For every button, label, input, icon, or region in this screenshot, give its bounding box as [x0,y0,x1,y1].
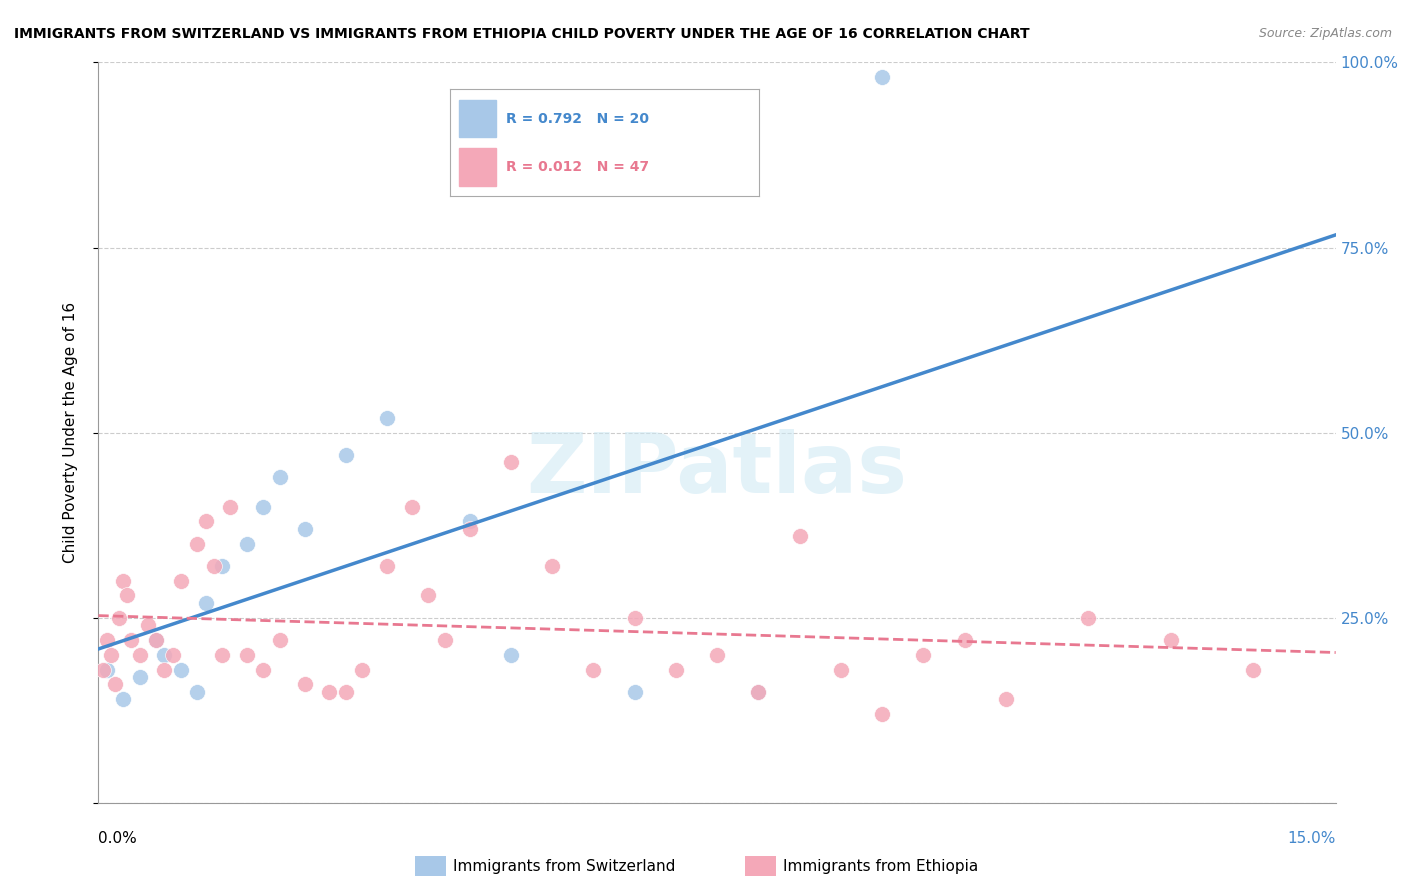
Point [994,692,1017,706]
Point [335,685,357,699]
Point [375,410,398,425]
Point [458,515,481,529]
Point [91,663,114,677]
Point [375,558,398,573]
Point [136,618,159,632]
Point [194,596,217,610]
Point [294,677,316,691]
Point [269,632,291,647]
Bar [460,100,496,137]
Point [433,632,456,647]
Bar [460,148,496,186]
Point [623,685,645,699]
Text: 0.0%: 0.0% [98,831,138,846]
Point [499,455,522,469]
Point [1077,611,1099,625]
Point [1241,663,1264,677]
Point [96,632,118,647]
Point [870,706,893,721]
Point [211,558,233,573]
Point [104,677,127,691]
Point [1160,632,1182,647]
Point [458,522,481,536]
Point [236,537,259,551]
Point [335,448,357,462]
Text: 15.0%: 15.0% [1288,831,1336,846]
Point [162,648,184,662]
Point [706,648,728,662]
Point [252,663,274,677]
Point [912,648,935,662]
Point [252,500,274,514]
Point [170,663,193,677]
Point [145,632,167,647]
Point [352,663,374,677]
Point [112,692,135,706]
Point [236,648,259,662]
Text: Immigrants from Switzerland: Immigrants from Switzerland [453,859,675,873]
Text: IMMIGRANTS FROM SWITZERLAND VS IMMIGRANTS FROM ETHIOPIA CHILD POVERTY UNDER THE : IMMIGRANTS FROM SWITZERLAND VS IMMIGRANT… [14,27,1029,41]
Point [96,663,118,677]
Point [269,470,291,484]
Point [117,589,139,603]
Point [100,648,122,662]
Point [153,648,176,662]
Point [747,685,769,699]
Point [108,611,131,625]
Point [870,70,893,85]
Point [830,663,852,677]
Y-axis label: Child Poverty Under the Age of 16: Child Poverty Under the Age of 16 [63,302,77,563]
Point [128,648,150,662]
Point [186,685,208,699]
Text: R = 0.792   N = 20: R = 0.792 N = 20 [506,112,648,126]
Point [582,663,605,677]
Point [789,529,811,543]
Point [186,537,208,551]
Point [120,632,142,647]
Point [318,685,340,699]
Point [145,632,167,647]
Point [153,663,176,677]
Point [170,574,193,588]
Point [112,574,135,588]
Point [194,515,217,529]
Point [202,558,225,573]
Point [665,663,688,677]
Text: Source: ZipAtlas.com: Source: ZipAtlas.com [1258,27,1392,40]
Point [219,500,242,514]
Point [623,611,645,625]
Point [128,670,150,684]
Point [294,522,316,536]
Point [541,558,564,573]
Point [211,648,233,662]
Text: Immigrants from Ethiopia: Immigrants from Ethiopia [783,859,979,873]
Text: ZIPatlas: ZIPatlas [527,429,907,510]
Point [418,589,440,603]
Text: R = 0.012   N = 47: R = 0.012 N = 47 [506,161,648,174]
Point [953,632,976,647]
Point [747,685,769,699]
Point [499,648,522,662]
Point [401,500,423,514]
